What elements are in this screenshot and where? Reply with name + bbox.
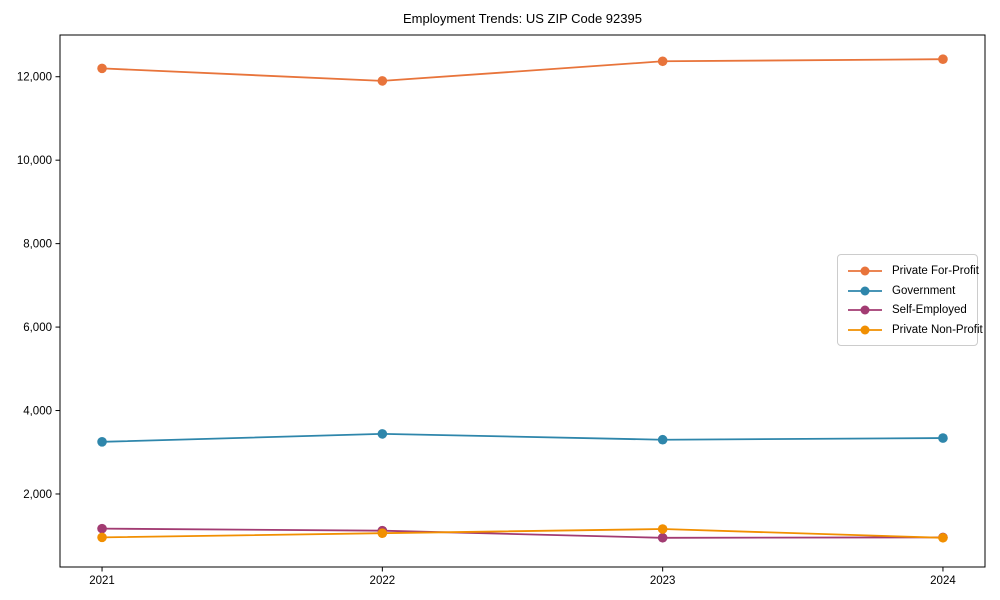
x-tick-label: 2023 [650, 575, 676, 587]
legend-item: Private For-Profit [846, 262, 979, 280]
plot-border [59, 34, 986, 568]
y-tick-label: 4,000 [23, 406, 52, 418]
legend-label: Self-Employed [892, 304, 967, 317]
data-point [657, 434, 668, 445]
legend-item: Self-Employed [846, 301, 971, 319]
legend-marker-icon [848, 266, 882, 276]
x-tick-label: 2021 [89, 575, 115, 587]
data-point [938, 54, 948, 65]
y-tick-label: 12,000 [17, 72, 52, 84]
x-tick-label: 2024 [930, 575, 956, 587]
x-tick-label: 2022 [370, 575, 396, 587]
series-line [102, 528, 943, 539]
data-point [377, 528, 388, 539]
data-point [97, 532, 107, 543]
y-tick-label: 8,000 [23, 239, 52, 251]
data-point [377, 76, 388, 86]
data-point [938, 532, 948, 543]
data-point [657, 56, 668, 67]
data-point [377, 429, 388, 439]
data-point [97, 523, 107, 534]
legend-label: Private For-Profit [892, 265, 979, 277]
legend-marker-icon [848, 305, 882, 315]
legend-marker-icon [848, 286, 882, 296]
series-line [102, 527, 943, 539]
series-line [102, 432, 943, 443]
legend-label: Government [892, 284, 956, 297]
legend: Private For-Profit Government Self-Employe… [837, 254, 983, 346]
data-point [938, 433, 948, 443]
data-point [97, 63, 107, 74]
y-tick-label: 2,000 [23, 489, 52, 501]
y-tick-label: 10,000 [17, 155, 52, 167]
y-tick-label: 6,000 [23, 322, 52, 334]
legend-label: Private Non-Profit [892, 323, 983, 336]
data-point [657, 532, 668, 543]
data-point [97, 437, 107, 447]
data-point [657, 524, 668, 534]
series-line [102, 58, 943, 82]
legend-marker-icon [848, 325, 882, 335]
legend-item: Private Non-Profit [846, 321, 983, 339]
chart-title: Employment Trends: US ZIP Code 92395 [403, 11, 642, 26]
legend-item: Government [846, 282, 971, 300]
